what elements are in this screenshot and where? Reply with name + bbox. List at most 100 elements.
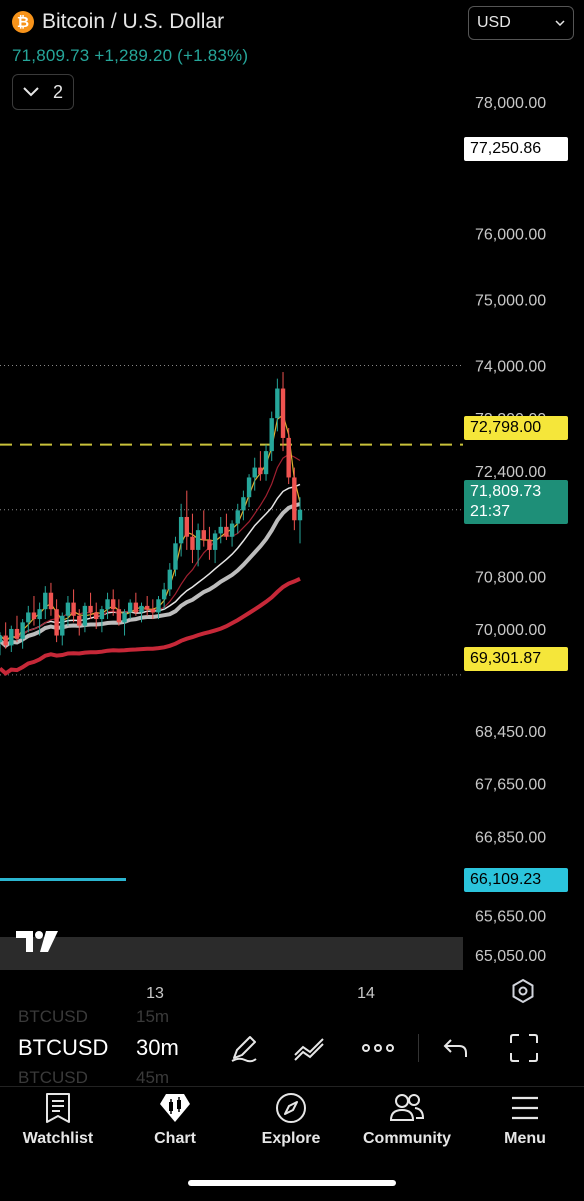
candle bbox=[258, 451, 263, 481]
candle-body bbox=[48, 592, 54, 610]
chart-settings-icon[interactable] bbox=[510, 978, 536, 1004]
candle bbox=[43, 586, 48, 620]
candle-body bbox=[111, 599, 116, 610]
candle-body bbox=[263, 451, 269, 475]
candle-body bbox=[9, 628, 14, 646]
candle-body bbox=[144, 605, 150, 610]
nav-menu[interactable]: Menu bbox=[470, 1092, 580, 1148]
fullscreen-button[interactable] bbox=[506, 1030, 542, 1066]
price-tick-label: 72,400.00 bbox=[475, 464, 546, 481]
candle bbox=[9, 625, 14, 653]
drawing-tool-button[interactable] bbox=[226, 1030, 262, 1066]
bar-countdown: 21:37 bbox=[470, 503, 511, 520]
price-tick-label: 65,050.00 bbox=[475, 948, 546, 965]
candle bbox=[252, 457, 257, 491]
candle bbox=[218, 516, 223, 544]
nav-label: Explore bbox=[261, 1130, 321, 1147]
candle-body bbox=[173, 543, 178, 570]
bitcoin-logo-icon: ₿ bbox=[12, 11, 34, 33]
ma-medium-line bbox=[0, 502, 301, 649]
bottom-navigation bbox=[0, 1086, 584, 1201]
candle-body bbox=[3, 635, 8, 646]
price-tick-label: 65,650.00 bbox=[475, 908, 546, 925]
candle bbox=[212, 530, 218, 564]
price-tick-label: 67,650.00 bbox=[475, 777, 546, 794]
home-indicator[interactable] bbox=[188, 1180, 396, 1186]
candle-body bbox=[116, 609, 122, 623]
undo-button[interactable] bbox=[438, 1030, 474, 1066]
candle bbox=[37, 602, 42, 636]
price-tick-label: 74,000.00 bbox=[475, 358, 546, 375]
hamburger-icon bbox=[512, 1096, 538, 1120]
candle bbox=[116, 599, 122, 626]
candle bbox=[156, 596, 161, 620]
candle-body bbox=[224, 526, 229, 537]
nav-chart[interactable]: Chart bbox=[120, 1092, 230, 1148]
candle bbox=[127, 599, 133, 620]
watchlist-icon bbox=[46, 1093, 70, 1123]
candle bbox=[60, 612, 65, 646]
candle bbox=[190, 513, 195, 564]
candle bbox=[178, 503, 184, 557]
symbol-header[interactable]: ₿ Bitcoin / U.S. Dollar bbox=[12, 10, 224, 34]
candle-body bbox=[286, 437, 291, 478]
candle bbox=[94, 602, 99, 629]
nav-explore[interactable]: Explore bbox=[236, 1092, 346, 1148]
nav-watchlist[interactable]: Watchlist bbox=[3, 1092, 113, 1148]
interval-selector[interactable]: 30m bbox=[136, 1035, 179, 1060]
candle-body bbox=[292, 477, 297, 521]
nav-label: Chart bbox=[154, 1130, 196, 1147]
candle-body bbox=[14, 628, 20, 639]
candle-body bbox=[252, 467, 257, 478]
pen-icon bbox=[231, 1036, 257, 1063]
trendline-icon bbox=[294, 1038, 324, 1061]
compass-icon bbox=[276, 1093, 306, 1123]
candle-body bbox=[207, 540, 212, 550]
candle-body bbox=[178, 516, 184, 544]
more-tools-button[interactable] bbox=[360, 1030, 396, 1066]
community-icon bbox=[389, 1094, 425, 1121]
candles bbox=[0, 372, 303, 656]
candle-body bbox=[156, 599, 161, 613]
price-chart[interactable]: 78,000.0076,000.0075,000.0074,000.0073,2… bbox=[0, 0, 584, 1010]
candle bbox=[292, 467, 297, 531]
low-price-tag: 69,301.87 bbox=[464, 647, 568, 671]
candle bbox=[82, 602, 88, 633]
undo-icon bbox=[443, 1039, 467, 1057]
alert-price-tag[interactable]: 72,798.00 bbox=[464, 416, 568, 440]
nav-community[interactable]: Community bbox=[352, 1092, 462, 1148]
symbol-selector[interactable]: BTCUSD bbox=[18, 1035, 109, 1060]
trend-tool-button[interactable] bbox=[292, 1030, 328, 1066]
price-tick-label: 70,000.00 bbox=[475, 622, 546, 639]
candle bbox=[201, 510, 206, 547]
indicators-toggle-button[interactable]: 2 bbox=[12, 74, 74, 110]
candle-body bbox=[235, 510, 240, 524]
indicator-count: 2 bbox=[52, 81, 63, 102]
candle-body bbox=[71, 602, 76, 616]
last-price-tag: 71,809.73 21:37 bbox=[464, 480, 568, 524]
candle bbox=[122, 609, 127, 636]
nav-label: Menu bbox=[504, 1130, 546, 1147]
candle bbox=[26, 605, 31, 633]
candle-body bbox=[275, 388, 280, 419]
price-tick-label: 66,850.00 bbox=[475, 829, 546, 846]
level-price-tag: 66,109.23 bbox=[464, 868, 568, 892]
candle bbox=[241, 490, 246, 521]
candle-body bbox=[77, 615, 82, 626]
candle-body bbox=[122, 612, 127, 623]
candle bbox=[224, 513, 229, 541]
price-tick-label: 76,000.00 bbox=[475, 227, 546, 244]
currency-select[interactable]: USD bbox=[468, 6, 574, 40]
time-axis: 13 14 bbox=[146, 985, 375, 1002]
candle-body bbox=[258, 467, 263, 475]
candle-body bbox=[99, 609, 105, 620]
candle bbox=[65, 596, 71, 626]
candle bbox=[20, 619, 25, 649]
price-tick-label: 75,000.00 bbox=[475, 293, 546, 310]
candle bbox=[105, 592, 110, 620]
candle bbox=[269, 411, 274, 461]
candle bbox=[263, 444, 269, 481]
price-axis: 78,000.0076,000.0075,000.0074,000.0073,2… bbox=[475, 95, 546, 965]
candle-body bbox=[105, 599, 110, 610]
more-dots-icon bbox=[362, 1044, 394, 1052]
